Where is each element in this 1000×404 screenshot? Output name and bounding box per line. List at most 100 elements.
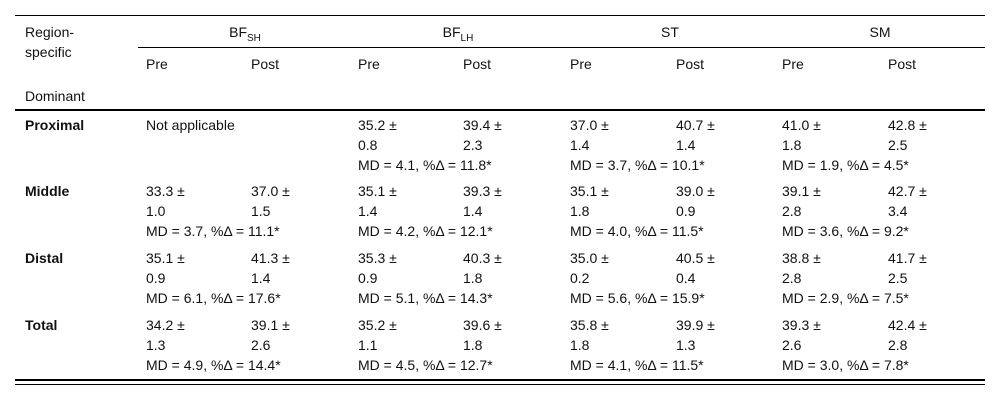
pre-sd: 1.3 — [146, 337, 166, 353]
post-header: Post — [251, 56, 280, 72]
pre-mean: 39.1 ± — [782, 183, 821, 199]
mean-difference: MD = 1.9, %Δ = 4.5* — [782, 157, 909, 173]
post-header: Post — [676, 56, 705, 72]
pre-mean: 41.0 ± — [782, 117, 821, 133]
mean-difference: MD = 3.7, %Δ = 10.1* — [570, 157, 705, 173]
post-mean: 40.5 ± — [676, 250, 715, 266]
pre-mean: 39.3 ± — [782, 317, 821, 333]
post-sd: 0.9 — [676, 203, 696, 219]
pre-mean: 35.2 ± — [358, 317, 397, 333]
pre-mean: 35.0 ± — [570, 250, 609, 266]
post-mean: 42.7 ± — [888, 183, 927, 199]
pre-header: Pre — [782, 56, 804, 72]
pre-sd: 1.0 — [146, 203, 166, 219]
mean-difference: MD = 3.7, %Δ = 11.1* — [146, 223, 280, 239]
post-sd: 2.5 — [888, 137, 908, 153]
pre-mean: 35.3 ± — [358, 250, 397, 266]
post-header: Post — [888, 56, 917, 72]
pre-mean: 35.1 ± — [358, 183, 397, 199]
group-name: BF — [229, 24, 247, 40]
pre-mean: 35.1 ± — [146, 250, 185, 266]
top-rule — [15, 15, 985, 16]
pre-mean: 38.8 ± — [782, 250, 821, 266]
row-header-line2: specific — [25, 44, 72, 60]
pre-header: Pre — [358, 56, 380, 72]
pre-header: Pre — [570, 56, 592, 72]
row-header-line1: Region- — [25, 24, 75, 40]
post-sd: 2.6 — [251, 337, 271, 353]
pre-sd: 1.8 — [782, 137, 802, 153]
pre-sd: 1.1 — [358, 337, 378, 353]
post-mean: 41.7 ± — [888, 250, 927, 266]
pre-mean: 35.1 ± — [570, 183, 609, 199]
pre-sd: 2.8 — [782, 203, 802, 219]
mean-difference: MD = 4.1, %Δ = 11.8* — [358, 157, 492, 173]
post-sd: 0.4 — [676, 270, 696, 286]
header-rule — [15, 109, 985, 111]
post-mean: 39.3 ± — [463, 183, 502, 199]
post-mean: 42.8 ± — [888, 117, 927, 133]
pre-sd: 1.4 — [358, 203, 378, 219]
row-header-line3: Dominant — [25, 88, 85, 104]
post-mean: 41.3 ± — [251, 250, 290, 266]
group-name: SM — [869, 24, 891, 40]
group-header: BFSH — [229, 24, 261, 44]
post-mean: 40.7 ± — [676, 117, 715, 133]
bottom-rule-thick — [15, 379, 985, 381]
pre-sd: 1.4 — [570, 137, 590, 153]
group-subscript: LH — [460, 33, 474, 44]
post-mean: 39.4 ± — [463, 117, 502, 133]
group-subscript: SH — [246, 33, 261, 44]
pre-header: Pre — [146, 56, 168, 72]
post-mean: 40.3 ± — [463, 250, 502, 266]
mean-difference: MD = 4.1, %Δ = 11.5* — [570, 357, 704, 373]
post-sd: 2.5 — [888, 270, 908, 286]
post-sd: 1.8 — [463, 270, 483, 286]
post-sd: 3.4 — [888, 203, 908, 219]
row-label: Total — [25, 317, 58, 333]
row-label: Distal — [25, 250, 64, 266]
post-sd: 1.5 — [251, 203, 271, 219]
group-header: BFLH — [442, 24, 474, 44]
mean-difference: MD = 6.1, %Δ = 17.6* — [146, 290, 281, 306]
post-sd: 1.4 — [463, 203, 483, 219]
pre-sd: 2.8 — [782, 270, 802, 286]
post-mean: 39.6 ± — [463, 317, 502, 333]
pre-sd: 0.8 — [358, 137, 378, 153]
pre-sd: 0.9 — [146, 270, 166, 286]
mean-difference: MD = 5.6, %Δ = 15.9* — [570, 290, 705, 306]
group-rule — [138, 47, 985, 48]
post-header: Post — [463, 56, 492, 72]
mean-difference: MD = 4.2, %Δ = 12.1* — [358, 223, 493, 239]
post-mean: 39.0 ± — [676, 183, 715, 199]
pre-sd: 1.8 — [570, 337, 590, 353]
mean-difference: MD = 3.0, %Δ = 7.8* — [782, 357, 909, 373]
pre-mean: 35.8 ± — [570, 317, 609, 333]
group-name: BF — [442, 24, 461, 40]
group-header: SM — [870, 24, 891, 40]
group-header: ST — [661, 24, 679, 40]
pre-sd: 1.8 — [570, 203, 590, 219]
post-sd: 1.3 — [676, 337, 696, 353]
post-mean: 37.0 ± — [251, 183, 290, 199]
pre-sd: 0.2 — [570, 270, 590, 286]
mean-difference: MD = 4.9, %Δ = 14.4* — [146, 357, 281, 373]
pre-mean: 33.3 ± — [146, 183, 185, 199]
pre-mean: 35.2 ± — [358, 117, 397, 133]
pre-sd: 0.9 — [358, 270, 378, 286]
post-sd: 1.4 — [676, 137, 696, 153]
bottom-rule-thin — [15, 384, 985, 385]
row-label: Middle — [25, 183, 70, 199]
not-applicable-note: Not applicable — [146, 117, 235, 133]
post-sd: 1.4 — [251, 270, 271, 286]
mean-difference: MD = 5.1, %Δ = 14.3* — [358, 290, 493, 306]
post-sd: 1.8 — [463, 337, 483, 353]
pre-mean: 34.2 ± — [146, 317, 185, 333]
post-mean: 39.9 ± — [676, 317, 715, 333]
post-sd: 2.8 — [888, 337, 908, 353]
post-sd: 2.3 — [463, 137, 483, 153]
mean-difference: MD = 4.5, %Δ = 12.7* — [358, 357, 493, 373]
row-label: Proximal — [25, 117, 85, 133]
pre-sd: 2.6 — [782, 337, 802, 353]
